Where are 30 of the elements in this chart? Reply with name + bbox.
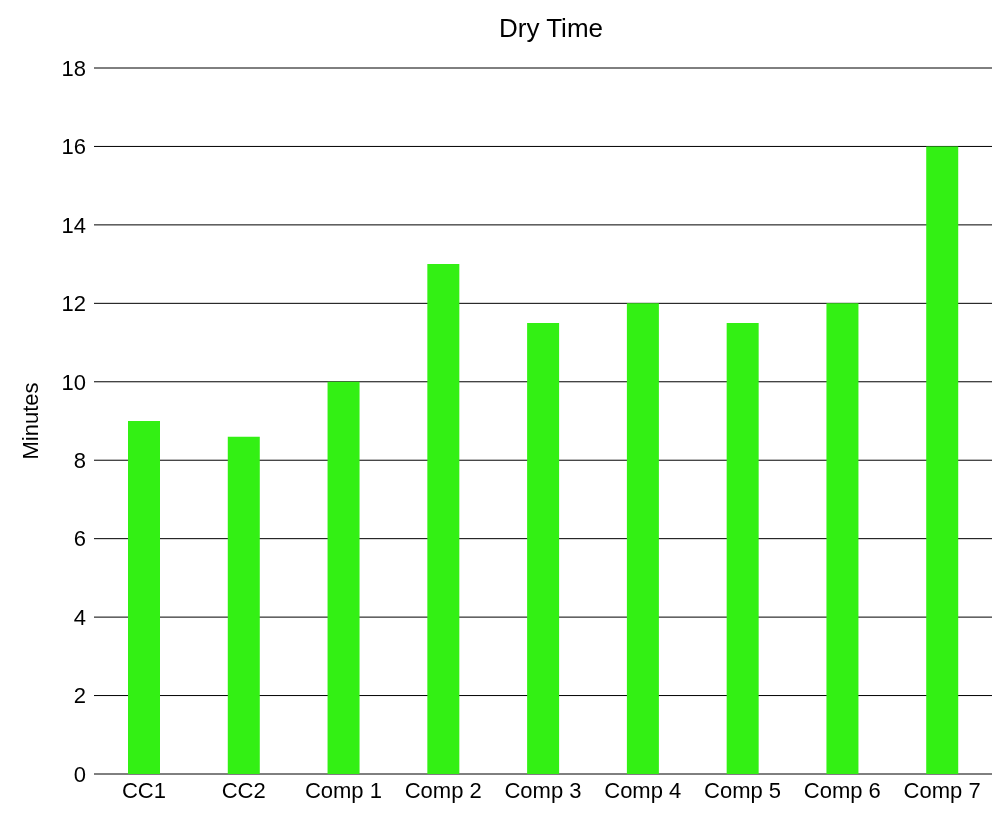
x-tick-label: Comp 3	[504, 777, 582, 803]
bar	[726, 322, 759, 774]
x-tick-label: Comp 1	[304, 777, 382, 803]
x-tick-label: Comp 4	[604, 777, 682, 803]
x-tick-label: CC2	[221, 777, 266, 803]
y-tick-label: 4	[73, 604, 86, 630]
bar	[227, 436, 260, 774]
bar	[527, 322, 560, 774]
chart-title: Dry Time	[498, 12, 604, 45]
y-tick-label: 0	[73, 761, 86, 787]
bar	[427, 264, 460, 774]
x-tick-label: CC1	[121, 777, 166, 803]
y-tick-label: 16	[61, 134, 86, 160]
y-tick-label: 12	[61, 291, 86, 317]
x-tick-label: Comp 7	[903, 777, 981, 803]
bar	[826, 303, 859, 774]
y-tick-label: 2	[73, 683, 86, 709]
y-tick-label: 10	[61, 369, 86, 395]
bar	[626, 303, 659, 774]
x-tick-label: Comp 5	[704, 777, 782, 803]
bar	[926, 146, 959, 774]
y-tick-label: 8	[73, 448, 86, 474]
x-tick-label: Comp 2	[404, 777, 482, 803]
y-tick-label: 18	[61, 55, 86, 81]
bar	[327, 381, 360, 774]
y-tick-label: 6	[73, 526, 86, 552]
x-tick-label: Comp 6	[803, 777, 881, 803]
y-tick-label: 14	[61, 212, 86, 238]
bar	[128, 421, 160, 774]
y-axis-title: Minutes	[17, 382, 43, 460]
